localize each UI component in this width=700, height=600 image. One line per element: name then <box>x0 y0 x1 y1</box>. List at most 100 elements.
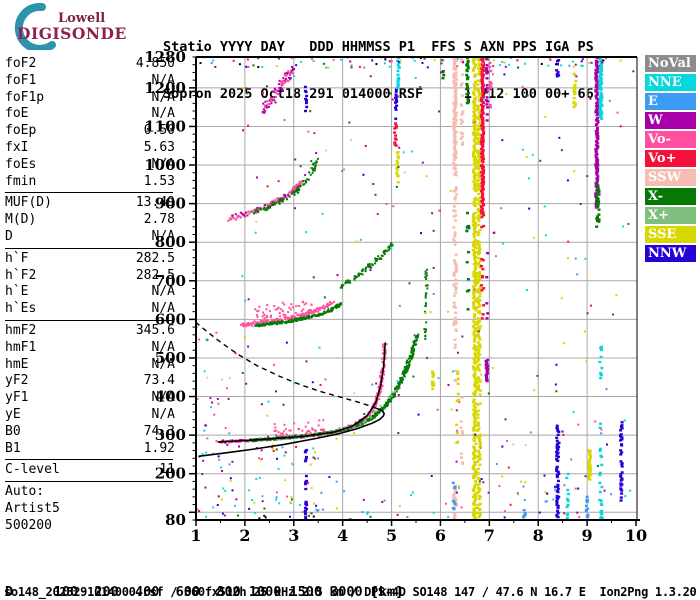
param-row-fof1: foF1 N/A <box>5 73 175 90</box>
y-tick-label: 300 <box>155 426 186 444</box>
echo-direction-legend: NoVal NNE E W Vo- Vo+ SSW X- X+ SSE NNW <box>645 55 696 264</box>
param-row-mufd: MUF(D) 13.49 <box>5 195 175 212</box>
param-row-hmf1: hmF1 N/A <box>5 340 175 357</box>
param-value: N/A <box>151 390 175 406</box>
param-value: 1.53 <box>143 173 175 189</box>
param-label: foF2 <box>5 56 37 71</box>
y-tick-label: 400 <box>155 388 186 406</box>
param-row-he: h`E N/A <box>5 284 175 301</box>
param-value: 11 <box>159 462 175 478</box>
legend-item-w: W <box>645 112 696 129</box>
parameter-panel: foF2 4.850 foF1 N/A foF1p N/A foE N/A foEp 0.50 fx… <box>5 56 175 535</box>
param-value: N/A <box>151 72 175 88</box>
axis-ticks <box>189 56 637 526</box>
autoscaling-info-line: Artist5 <box>5 500 60 516</box>
param-label: h`E <box>5 284 29 300</box>
param-row-fmin: fmin 1.53 <box>5 174 175 191</box>
param-row-clevel: C-level 11 <box>5 462 175 479</box>
param-label: yE <box>5 406 21 422</box>
param-row-fof1p: foF1p N/A <box>5 90 175 107</box>
param-row-foe: foE N/A <box>5 106 175 123</box>
param-value: N/A <box>151 339 175 355</box>
param-row-md: M(D) 2.78 <box>5 212 175 229</box>
param-value: N/A <box>151 89 175 105</box>
param-label: hmF1 <box>5 339 37 355</box>
scaled-trace-lines <box>196 321 386 458</box>
param-row-d: D N/A <box>5 229 175 246</box>
axis-tick-labels: 1 2 3 4 5 6 7 8 9 10 1280 1200 1100 1000 900 800 700 600 5… <box>144 48 647 545</box>
param-row-ye: yE N/A <box>5 407 175 424</box>
y-tick-label: 80 <box>165 511 186 529</box>
param-label: foF1 <box>5 72 37 88</box>
y-tick-label: 700 <box>155 272 186 290</box>
param-row-hf: h`F 282.5 <box>5 251 175 268</box>
param-value: 345.6 <box>135 322 175 338</box>
plot-gridlines <box>196 57 637 520</box>
param-row-foes: foEs N/A <box>5 157 175 174</box>
param-label: D <box>5 228 13 244</box>
logo-digisonde-text: DIGISONDE <box>17 24 127 43</box>
param-value: 282.5 <box>135 267 175 283</box>
y-tick-label: 900 <box>155 195 186 213</box>
param-separator <box>5 319 173 321</box>
legend-item-ssw: SSW <box>645 169 696 186</box>
y-tick-label: 600 <box>155 310 186 328</box>
muf-table: D 100 200 400 600 800 1000 1500 3000 [km… <box>5 556 411 600</box>
y-tick-label: 1100 <box>144 117 186 135</box>
legend-item-vo: Vo- <box>645 131 696 148</box>
y-tick-label: 200 <box>155 465 186 483</box>
param-label: yF2 <box>5 373 29 389</box>
param-label: C-level <box>5 462 60 478</box>
y-tick-label: 1200 <box>144 79 186 97</box>
param-value: 1.92 <box>143 440 175 456</box>
y-tick-label: 500 <box>155 349 186 367</box>
autoscaling-info-line: 500200 <box>5 517 52 533</box>
param-row-hes: h`Es N/A <box>5 301 175 318</box>
param-separator <box>5 459 173 461</box>
file-info-footer: so148_2025291014000.rsf / 360fx512h 25 k… <box>4 585 697 599</box>
param-value: N/A <box>151 301 175 317</box>
x-tick-label: 3 <box>288 526 299 545</box>
param-separator <box>5 481 173 483</box>
param-label: fmin <box>5 173 37 189</box>
param-value: 2.78 <box>143 212 175 228</box>
param-label: MUF(D) <box>5 195 52 211</box>
legend-item-x: X+ <box>645 207 696 224</box>
x-tick-label: 5 <box>386 526 397 545</box>
x-tick-label: 1 <box>190 526 201 545</box>
param-value: N/A <box>151 156 175 172</box>
param-label: foEp <box>5 123 37 139</box>
param-label: foEs <box>5 156 37 172</box>
param-label: h`F2 <box>5 267 37 283</box>
param-row-b0: B0 74.3 <box>5 424 175 441</box>
x-tick-label: 4 <box>337 526 348 545</box>
param-row-yf2: yF2 73.4 <box>5 373 175 390</box>
param-value: 4.850 <box>135 56 175 71</box>
x-tick-label: 9 <box>582 526 593 545</box>
param-label: B1 <box>5 440 21 456</box>
electron-density-profile-line <box>198 407 386 458</box>
legend-item-e: E <box>645 93 696 110</box>
param-label: yF1 <box>5 390 29 406</box>
param-row-foep: foEp 0.50 <box>5 123 175 140</box>
param-row-yf1: yF1 N/A <box>5 390 175 407</box>
param-label: hmE <box>5 356 29 372</box>
lowell-digisonde-logo: Lowell DIGISONDE <box>14 2 127 50</box>
param-value: N/A <box>151 356 175 372</box>
logo-arc-icon <box>14 2 56 50</box>
x-tick-label: 8 <box>533 526 544 545</box>
topside-profile-dashed-line <box>196 321 378 410</box>
param-value: N/A <box>151 406 175 422</box>
param-label: h`F <box>5 250 29 266</box>
param-separator <box>5 247 173 249</box>
param-value: 5.63 <box>143 139 175 155</box>
otrace-fit-line <box>217 342 386 443</box>
ionogram-echo-dots <box>196 57 635 520</box>
legend-item-noval: NoVal <box>645 55 696 72</box>
legend-item-vo: Vo+ <box>645 150 696 167</box>
param-label: h`Es <box>5 301 37 317</box>
param-value: N/A <box>151 284 175 300</box>
y-tick-label: 1000 <box>144 156 186 174</box>
param-value: 0.50 <box>143 123 175 139</box>
